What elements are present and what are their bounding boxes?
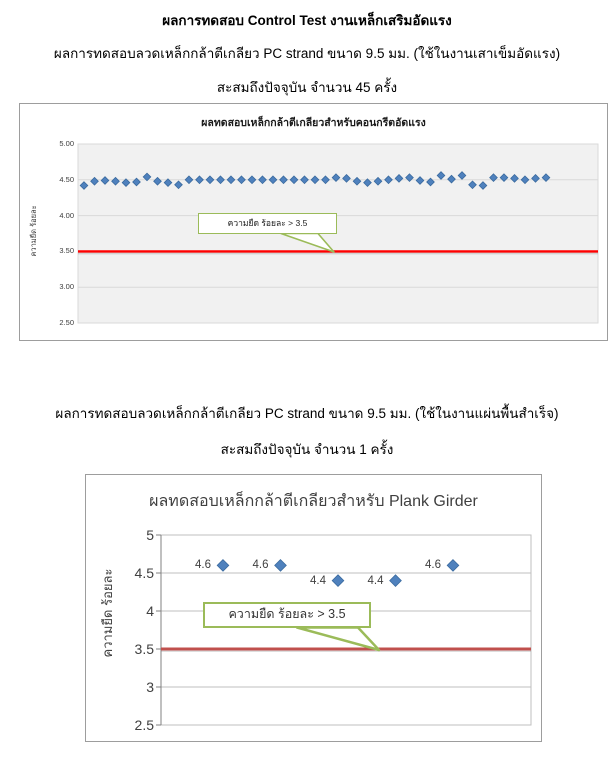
data-point-marker xyxy=(247,175,257,185)
doc-mid-caption-1: ผลการทดสอบลวดเหล็กกล้าตีเกลียว PC strand… xyxy=(55,406,559,421)
y-tick-label: 3.50 xyxy=(59,246,74,256)
chart1-plot-area xyxy=(77,143,599,324)
data-point-label: 4.4 xyxy=(367,574,384,587)
doc-subtitle-2: สะสมถึงปัจจุบัน จำนวน 45 ครั้ง xyxy=(216,80,398,95)
plot-background xyxy=(77,143,599,324)
data-point-marker xyxy=(216,175,225,185)
data-point-marker xyxy=(436,171,446,180)
data-point-marker xyxy=(90,176,99,186)
y-tick-label: 3.5 xyxy=(134,641,154,657)
y-tick-label: 4.5 xyxy=(134,565,154,581)
data-point-marker xyxy=(331,173,341,183)
data-point-marker xyxy=(520,175,530,185)
chart1-title: ผลทดสอบเหล็กกล้าตีเกลียวสำหรับคอนกรีตอัด… xyxy=(201,117,426,129)
data-point-marker xyxy=(226,175,236,185)
y-tick-label: 4.00 xyxy=(59,210,74,220)
data-point-marker xyxy=(142,172,152,182)
data-point-marker xyxy=(321,175,330,185)
data-point-marker xyxy=(163,178,173,188)
data-point-marker xyxy=(279,175,288,185)
data-point-label: 4.6 xyxy=(425,559,441,572)
data-point-marker xyxy=(100,176,110,185)
data-point-marker xyxy=(300,175,309,185)
data-point-marker xyxy=(121,178,131,188)
data-point-marker xyxy=(468,180,477,190)
y-tick-label: 5.00 xyxy=(59,139,74,148)
data-point-marker xyxy=(310,175,320,185)
data-point-marker xyxy=(205,175,215,185)
chart-plank-girder: ผลทดสอบเหล็กกล้าตีเกลียวสำหรับ Plank Gir… xyxy=(85,474,542,742)
data-point-marker xyxy=(457,171,467,180)
y-tick-label: 5 xyxy=(146,527,154,543)
data-point-label: 4.6 xyxy=(195,559,211,572)
data-point-marker xyxy=(153,176,162,186)
data-point-marker xyxy=(510,174,519,183)
data-point-marker xyxy=(363,178,372,188)
data-point-marker xyxy=(531,174,540,183)
doc-mid-caption-2: สะสมถึงปัจจุบัน จำนวน 1 ครั้ง xyxy=(220,442,394,457)
y-tick-label: 3 xyxy=(146,679,154,695)
data-point-marker xyxy=(195,175,204,185)
data-point-label: 4.6 xyxy=(252,559,269,572)
data-point-marker xyxy=(447,174,456,184)
chart-prestressed-concrete: ผลทดสอบเหล็กกล้าตีเกลียวสำหรับคอนกรีตอัด… xyxy=(19,103,608,341)
y-tick-label: 3.00 xyxy=(59,282,74,292)
y-tick-label: 4.50 xyxy=(59,174,74,184)
data-point-marker xyxy=(274,559,287,572)
data-point-marker xyxy=(499,173,509,183)
chart1-spec-callout: ความยืด ร้อยละ > 3.5 xyxy=(198,213,337,234)
data-point-marker xyxy=(331,574,345,587)
data-point-marker xyxy=(489,173,498,183)
data-point-marker xyxy=(132,177,141,187)
data-point-marker xyxy=(384,175,393,185)
data-point-marker xyxy=(174,180,183,190)
data-point-marker xyxy=(426,177,435,187)
doc-title: ผลการทดสอบ Control Test งานเหล็กเสริมอัด… xyxy=(162,13,452,28)
data-point-marker xyxy=(478,181,488,190)
chart2-title: ผลทดสอบเหล็กกล้าตีเกลียวสำหรับ Plank Gir… xyxy=(149,493,478,510)
data-point-marker xyxy=(289,175,299,185)
data-point-marker xyxy=(79,181,89,190)
data-point-marker xyxy=(237,175,246,185)
data-point-marker xyxy=(216,559,230,572)
chart2-spec-callout: ความยืด ร้อยละ > 3.5 xyxy=(203,602,371,628)
y-tick-label: 2.50 xyxy=(59,318,74,327)
data-point-marker xyxy=(389,574,402,587)
y-tick-label: 4 xyxy=(146,603,154,619)
data-point-marker xyxy=(268,175,278,185)
data-point-marker xyxy=(352,176,362,186)
data-point-label: 4.4 xyxy=(310,574,326,587)
data-point-marker xyxy=(394,174,404,183)
data-point-marker xyxy=(415,176,425,185)
data-point-marker xyxy=(111,176,120,186)
data-point-marker xyxy=(541,173,551,183)
data-point-marker xyxy=(405,173,414,183)
data-point-marker xyxy=(258,175,267,185)
data-point-marker xyxy=(446,559,460,572)
data-point-marker xyxy=(184,175,194,185)
data-point-marker xyxy=(373,176,383,186)
y-tick-label: 2.5 xyxy=(134,717,154,733)
doc-subtitle-1: ผลการทดสอบลวดเหล็กกล้าตีเกลียว PC strand… xyxy=(53,46,561,61)
data-point-marker xyxy=(342,174,351,183)
